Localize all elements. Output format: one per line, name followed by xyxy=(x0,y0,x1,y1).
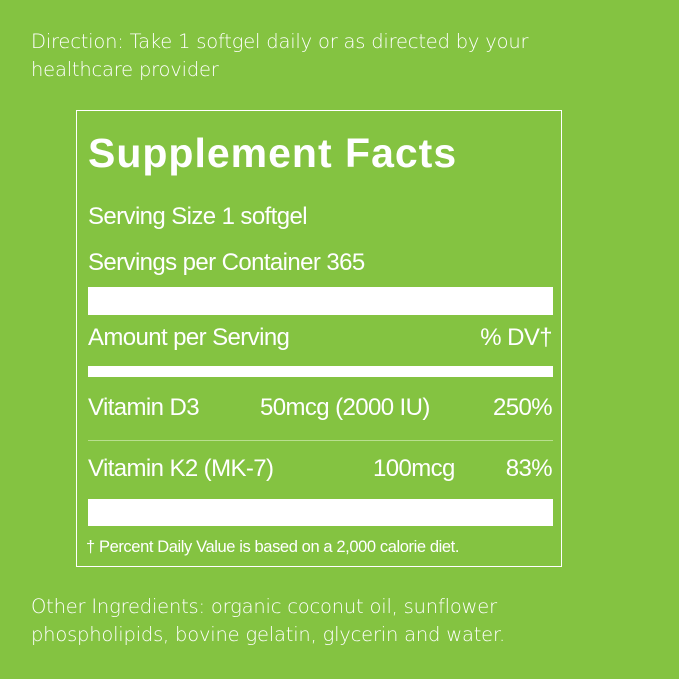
other-ingredients-text: Other Ingredients: organic coconut oil, … xyxy=(31,593,505,649)
other-ingredients-line-2: phospholipids, bovine gelatin, glycerin … xyxy=(31,623,505,646)
nutrient-name: Vitamin K2 (MK-7) xyxy=(88,455,274,482)
row-divider xyxy=(88,440,553,441)
thick-divider-bottom xyxy=(88,499,553,526)
medium-divider xyxy=(88,366,553,377)
supplement-facts-title: Supplement Facts xyxy=(88,130,458,176)
thick-divider xyxy=(88,287,553,315)
other-ingredients-line-1: Other Ingredients: organic coconut oil, … xyxy=(31,595,497,618)
nutrient-amount: 100mcg xyxy=(373,455,455,482)
serving-size: Serving Size 1 softgel xyxy=(88,203,308,230)
nutrient-name: Vitamin D3 xyxy=(88,394,200,421)
direction-text: Direction: Take 1 softgel daily or as di… xyxy=(31,28,529,84)
servings-per-container: Servings per Container 365 xyxy=(88,249,365,276)
daily-value-header: % DV† xyxy=(480,324,552,351)
nutrient-dv: 83% xyxy=(505,455,553,482)
nutrient-amount: 50mcg (2000 IU) xyxy=(260,394,430,421)
amount-per-serving-header: Amount per Serving xyxy=(88,324,290,351)
footnote: † Percent Daily Value is based on a 2,00… xyxy=(86,538,460,556)
direction-line-2: healthcare provider xyxy=(31,58,219,81)
nutrient-dv: 250% xyxy=(493,394,553,421)
supplement-facts-panel xyxy=(76,110,562,567)
direction-line-1: Direction: Take 1 softgel daily or as di… xyxy=(31,30,529,53)
